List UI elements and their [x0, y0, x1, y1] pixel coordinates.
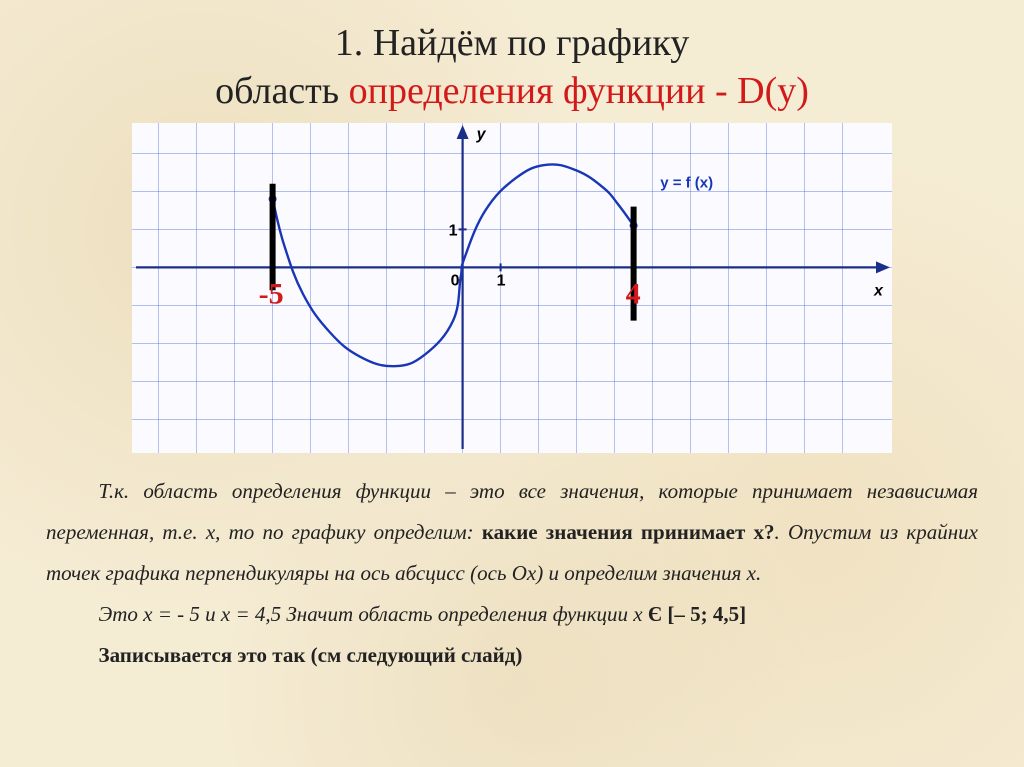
p2a: Это х = - 5 и х = 4,5 Значит область опр… [99, 602, 648, 626]
chart-container: 0 1 1 x y y = f (x) -5 4 [40, 123, 984, 453]
slide-title: 1. Найдём по графику область определения… [40, 20, 984, 115]
svg-text:-5: -5 [259, 277, 284, 310]
svg-text:1: 1 [497, 272, 506, 289]
p2b: Є [– 5; 4,5] [648, 602, 746, 626]
p1b: какие значения принимает х? [482, 520, 775, 544]
p3: Записывается это так (см следующий слайд… [99, 643, 523, 667]
function-chart: 0 1 1 x y y = f (x) -5 4 [132, 123, 892, 453]
paragraph-3: Записывается это так (см следующий слайд… [46, 635, 978, 676]
title-line1: 1. Найдём по графику [335, 22, 690, 64]
title-line2a: область [215, 70, 349, 112]
svg-text:y = f (x): y = f (x) [660, 175, 713, 192]
svg-text:0: 0 [451, 272, 460, 289]
svg-text:4: 4 [626, 277, 641, 310]
svg-text:y: y [476, 126, 487, 143]
paragraph-1: Т.к. область определения функции – это в… [46, 471, 978, 594]
paragraph-2: Это х = - 5 и х = 4,5 Значит область опр… [46, 594, 978, 635]
body-text: Т.к. область определения функции – это в… [40, 471, 984, 676]
svg-text:x: x [873, 282, 884, 299]
title-line2b: определения функции - D(y) [349, 70, 809, 112]
svg-text:1: 1 [449, 222, 458, 239]
